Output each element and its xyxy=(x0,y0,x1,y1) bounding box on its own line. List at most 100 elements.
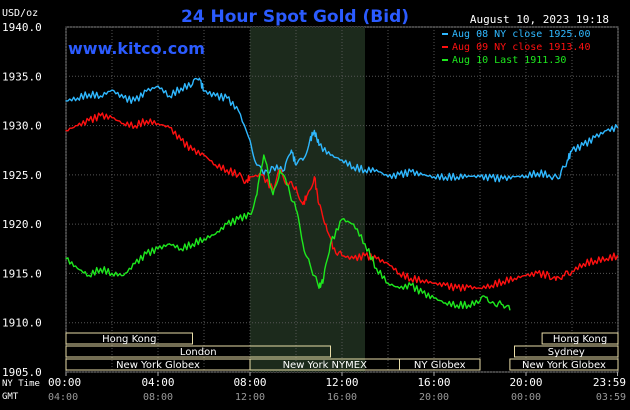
series-line-aug-09-point xyxy=(244,182,246,184)
series-line-aug-10-point xyxy=(410,284,412,286)
session-box xyxy=(541,332,619,345)
series-line-aug-10-point xyxy=(318,287,320,289)
series-line-aug-09-point xyxy=(502,280,504,282)
series-line-aug-09-point xyxy=(456,287,458,289)
x-tick-label-gmt: 03:59 xyxy=(596,392,626,403)
series-line-aug-09-point xyxy=(444,284,447,286)
series-line-aug-08-point xyxy=(594,136,596,138)
series-line-aug-09-point xyxy=(214,164,217,166)
series-line-aug-10-point xyxy=(65,258,67,260)
series-line-aug-09-point xyxy=(364,255,366,257)
series-line-aug-10-point xyxy=(479,300,481,302)
session-box xyxy=(509,358,619,371)
series-line-aug-10-point xyxy=(249,213,251,215)
series-line-aug-09-point xyxy=(313,176,315,178)
series-line-aug-08-point xyxy=(352,166,355,168)
series-line-aug-10-point xyxy=(456,304,458,306)
series-line-aug-09-point xyxy=(490,284,493,286)
series-line-aug-09-point xyxy=(410,277,412,279)
series-line-aug-10-point xyxy=(203,238,205,240)
series-line-aug-09-point xyxy=(88,120,90,122)
series-line-aug-09-point xyxy=(295,186,297,188)
series-line-aug-09-point xyxy=(272,189,274,191)
series-line-aug-10-point xyxy=(214,233,217,235)
series-line-aug-08-point xyxy=(168,95,171,97)
x-axis-label-ny: NY Time xyxy=(2,379,40,389)
series-line-aug-09-point xyxy=(387,263,389,265)
nymex-highlight-band xyxy=(250,27,365,372)
series-line-aug-08-point xyxy=(525,175,527,177)
series-line-aug-08-point xyxy=(214,95,217,97)
series-line-aug-10-point xyxy=(145,253,148,255)
x-tick-label-ny: 23:59 xyxy=(593,376,626,389)
series-line-aug-10-point xyxy=(157,248,159,250)
series-line-aug-10-point xyxy=(134,263,136,265)
session-label: New York Globex xyxy=(116,360,200,371)
legend-marker-aug-08 xyxy=(442,33,448,35)
series-line-aug-09-point xyxy=(180,139,182,141)
series-line-aug-09-point xyxy=(302,203,304,205)
series-line-aug-10-point xyxy=(263,154,265,156)
series-line-aug-10-point xyxy=(509,309,511,311)
series-line-aug-08-point xyxy=(256,164,258,166)
series-line-aug-10-point xyxy=(329,243,332,245)
series-line-aug-08-point xyxy=(513,176,516,178)
series-line-aug-10-point xyxy=(421,292,424,294)
series-line-aug-10-point xyxy=(168,243,171,245)
series-line-aug-08-point xyxy=(364,169,366,171)
watermark: www.kitco.com xyxy=(68,39,205,58)
series-line-aug-08-point xyxy=(329,154,332,156)
series-line-aug-10-point xyxy=(302,243,304,245)
series-line-aug-08-point xyxy=(65,100,67,102)
series-line-aug-08-point xyxy=(302,159,304,161)
session-box xyxy=(65,345,331,358)
y-tick-label: 1925.0 xyxy=(2,169,42,182)
series-line-aug-10-point xyxy=(76,267,79,270)
series-line-aug-10-point xyxy=(180,248,182,250)
legend-entry-aug-10: Aug 10 Last 1911.30 xyxy=(452,55,566,66)
session-label: Hong Kong xyxy=(102,334,156,345)
session-box xyxy=(514,345,619,358)
series-line-aug-09-point xyxy=(122,123,125,125)
series-line-aug-08-point xyxy=(536,172,539,174)
session-label: New York Globex xyxy=(522,360,606,371)
series-line-aug-09-point xyxy=(571,270,573,273)
legend: Aug 08 NY close 1925.00 Aug 09 NY close … xyxy=(442,29,590,66)
chart-title: 24 Hour Spot Gold (Bid) xyxy=(181,7,409,27)
series-line-aug-08-point xyxy=(295,164,297,166)
series-line-aug-10-point xyxy=(352,223,355,225)
series-line-aug-10-point xyxy=(323,277,325,279)
series-line-aug-09-point xyxy=(562,274,564,276)
y-axis-ticks: 1940.0 1935.0 1930.0 1925.0 1920.0 1915.0 1910… xyxy=(2,21,42,379)
series-line-aug-09-point xyxy=(325,223,327,225)
series-line-aug-10-point xyxy=(467,304,470,306)
series-line-aug-08-point xyxy=(283,169,286,171)
timestamp: August 10, 2023 19:18 xyxy=(470,13,609,26)
session-label: London xyxy=(180,347,217,358)
series-line-aug-09-point xyxy=(479,287,481,289)
y-tick-label: 1920.0 xyxy=(2,218,42,231)
series-line-aug-09-point xyxy=(582,263,585,265)
series-line-aug-09-point xyxy=(168,126,171,129)
series-line-aug-10-point xyxy=(486,296,488,298)
series-line-aug-09-point xyxy=(306,194,309,196)
series-line-aug-10-point xyxy=(286,184,288,186)
series-line-aug-10-point xyxy=(279,169,281,171)
series-line-aug-08-point xyxy=(313,129,315,132)
series-line-aug-08-point xyxy=(134,100,136,102)
x-tick-label-gmt: 00:00 xyxy=(511,392,541,403)
series-line-aug-10-point xyxy=(272,194,274,196)
series-line-aug-10-point xyxy=(122,274,125,276)
series-line-aug-08-point xyxy=(111,89,113,91)
series-line-aug-08-point xyxy=(226,97,228,99)
series-line-aug-09-point xyxy=(157,123,159,125)
series-line-aug-10-point xyxy=(111,272,113,274)
session-bars: Hong Kong Hong Kong London Sydney New York G… xyxy=(65,332,619,371)
x-tick-label-gmt: 12:00 xyxy=(235,392,265,403)
series-line-aug-10-point xyxy=(309,263,311,265)
x-tick-label-ny: 16:00 xyxy=(417,376,450,389)
series-line-aug-09-point xyxy=(536,272,539,274)
series-line-aug-08-point xyxy=(433,176,435,178)
series-line-aug-09-point xyxy=(145,120,148,122)
series-line-aug-10-point xyxy=(237,218,240,220)
